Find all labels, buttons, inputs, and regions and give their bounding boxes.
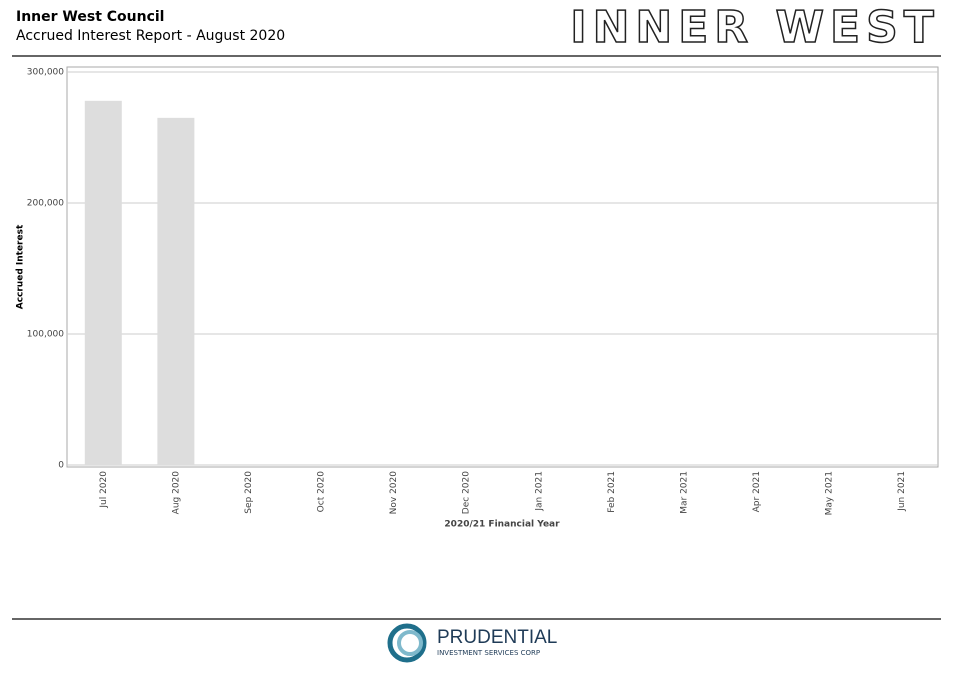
x-tick-label: Feb 2021 (607, 471, 617, 513)
plot-frame (66, 66, 939, 468)
x-tick-label: Mar 2021 (679, 471, 689, 514)
x-tick-label: Jul 2020 (99, 471, 109, 509)
y-tick-label: 300,000 (27, 68, 64, 78)
x-tick-label: Apr 2021 (752, 471, 762, 512)
y-tick-label: 0 (58, 461, 64, 471)
y-tick-label: 100,000 (27, 330, 64, 340)
x-tick-label: Jan 2021 (534, 471, 544, 512)
footer-logo-ring (387, 623, 427, 663)
x-tick-label: Dec 2020 (462, 471, 472, 514)
y-tick-label: 200,000 (27, 199, 64, 209)
x-tick-label: Oct 2020 (317, 471, 327, 513)
report-title: Inner West Council (16, 9, 164, 25)
bar (157, 117, 195, 465)
report-subtitle: Accrued Interest Report - August 2020 (16, 28, 285, 44)
logo: INNER WEST (570, 2, 940, 53)
footer-tagline: INVESTMENT SERVICES CORP (437, 649, 540, 657)
x-tick-label: May 2021 (825, 471, 835, 515)
x-tick-label: Jun 2021 (897, 471, 907, 512)
x-tick-label: Sep 2020 (244, 471, 254, 514)
y-axis-label: Accrued Interest (16, 224, 26, 309)
footer-brand: PRUDENTIAL (437, 627, 557, 648)
bar (84, 100, 122, 465)
footer-logo-ring (397, 630, 423, 656)
x-axis-label: 2020/21 Financial Year (444, 520, 560, 530)
x-tick-label: Nov 2020 (389, 471, 399, 515)
x-tick-label: Aug 2020 (171, 471, 181, 515)
